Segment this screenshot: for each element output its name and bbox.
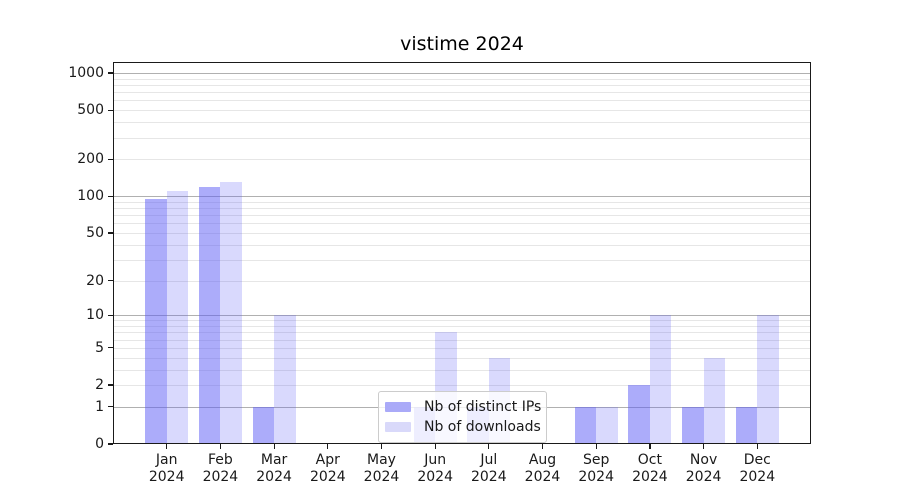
minor-gridline [113, 385, 811, 386]
x-tick-label: Nov 2024 [685, 452, 722, 485]
x-tick-label: Oct 2024 [632, 452, 668, 485]
y-tick-label: 10 [86, 307, 104, 324]
major-gridline [113, 315, 811, 317]
bar-ips-mar [252, 406, 275, 444]
minor-gridline [113, 92, 811, 94]
plot-area [113, 62, 811, 444]
x-tick-label: Aug 2024 [524, 452, 561, 485]
y-tick-mark [108, 158, 113, 160]
y-tick-mark [108, 314, 113, 316]
minor-gridline [113, 122, 811, 124]
y-tick-mark [108, 384, 113, 386]
minor-gridline [113, 259, 811, 261]
minor-gridline [113, 201, 811, 203]
y-tick-mark [108, 406, 113, 408]
y-tick-mark [108, 109, 113, 111]
x-tick-label: Feb 2024 [202, 452, 239, 485]
chart-title: vistime 2024 [400, 33, 524, 55]
minor-gridline [113, 110, 811, 112]
x-tick-mark [219, 444, 222, 449]
bar-ips-oct [628, 385, 650, 444]
y-tick-mark [108, 443, 113, 445]
y-tick-label: 500 [77, 102, 104, 119]
y-tick-label: 200 [77, 151, 104, 168]
x-tick-mark [595, 444, 597, 449]
y-tick-mark [108, 195, 113, 197]
minor-gridline [113, 357, 811, 359]
bar-downloads-feb [220, 182, 242, 444]
legend-swatch-downloads [385, 422, 411, 432]
x-tick-label: Jul 2024 [470, 452, 507, 485]
minor-gridline [113, 244, 811, 246]
x-tick-label: Jan 2024 [148, 452, 185, 485]
y-tick-mark [108, 72, 113, 74]
minor-gridline [113, 347, 811, 349]
minor-gridline [113, 208, 811, 209]
y-tick-mark [108, 279, 113, 282]
minor-gridline [113, 137, 811, 139]
legend-swatch-distinct-ips [385, 402, 411, 412]
x-tick-mark [380, 444, 383, 449]
minor-gridline [113, 85, 811, 86]
y-tick-label: 5 [95, 339, 104, 356]
bar-downloads-sep [596, 406, 618, 444]
minor-gridline [113, 232, 811, 234]
bar-downloads-oct [649, 315, 672, 444]
minor-gridline [113, 326, 811, 327]
x-tick-mark [541, 444, 544, 449]
x-tick-mark [756, 444, 758, 449]
y-tick-label: 20 [86, 272, 104, 289]
x-tick-mark [649, 444, 651, 449]
minor-gridline [113, 369, 811, 371]
legend-item-distinct-ips: Nb of distinct IPs [385, 397, 542, 417]
minor-gridline [113, 320, 811, 322]
x-tick-label: Dec 2024 [739, 452, 776, 485]
x-tick-mark [327, 444, 329, 449]
y-tick-label: 2 [95, 377, 104, 393]
y-tick-label: 100 [77, 188, 104, 205]
minor-gridline [113, 332, 811, 334]
x-tick-mark [273, 444, 275, 449]
y-tick-mark [108, 347, 113, 349]
minor-gridline [113, 280, 811, 282]
y-tick-label: 1000 [68, 65, 104, 81]
bar-ips-nov [682, 406, 704, 444]
major-gridline [113, 196, 811, 198]
bar-ips-sep [574, 406, 597, 444]
y-tick-label: 1 [95, 398, 104, 415]
bar-downloads-dec [757, 315, 779, 444]
minor-gridline [113, 159, 811, 161]
y-tick-label: 0 [95, 436, 104, 452]
x-tick-label: Sep 2024 [578, 452, 614, 485]
minor-gridline [113, 100, 811, 102]
y-tick-mark [108, 232, 113, 234]
bar-downloads-jan [166, 191, 189, 444]
minor-gridline [113, 78, 811, 80]
x-tick-label: Jun 2024 [417, 452, 453, 485]
bar-downloads-nov [703, 357, 726, 444]
x-tick-mark [488, 444, 490, 449]
x-tick-label: Apr 2024 [309, 452, 346, 485]
bar-ips-dec [735, 406, 758, 444]
x-tick-mark [166, 444, 168, 449]
minor-gridline [113, 223, 811, 225]
x-tick-mark [434, 444, 436, 449]
minor-gridline [113, 215, 811, 217]
bar-ips-feb [198, 186, 221, 444]
x-tick-label: Mar 2024 [256, 452, 292, 485]
bar-downloads-mar [274, 315, 296, 444]
bar-ips-jan [145, 198, 167, 444]
x-tick-label: May 2024 [363, 452, 400, 485]
major-gridline [113, 73, 811, 74]
x-tick-mark [703, 444, 705, 449]
legend-item-downloads: Nb of downloads [385, 417, 541, 437]
minor-gridline [113, 339, 811, 341]
legend: Nb of distinct IPs Nb of downloads [378, 391, 547, 443]
y-tick-label: 50 [86, 224, 104, 241]
legend-label-distinct-ips: Nb of distinct IPs [424, 399, 542, 415]
legend-label-downloads: Nb of downloads [424, 419, 541, 435]
